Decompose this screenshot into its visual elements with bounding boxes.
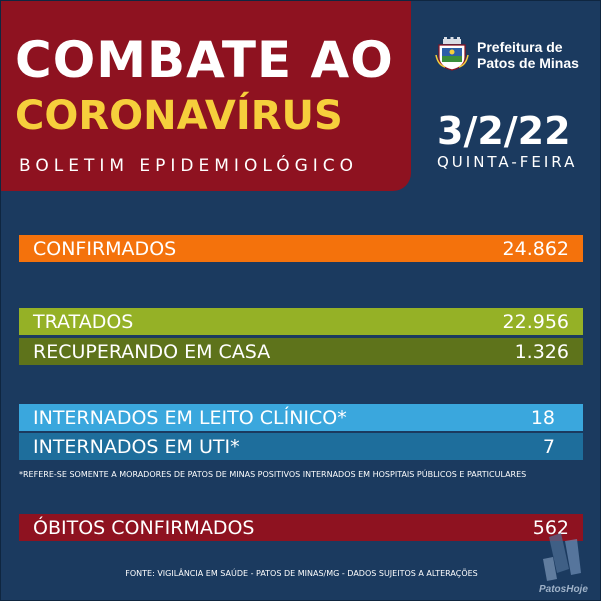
watermark-text: PatosHoje (539, 584, 588, 595)
source-note: FONTE: VIGILÂNCIA EM SAÚDE - PATOS DE MI… (125, 569, 478, 578)
stat-label: INTERNADOS EM UTI* (33, 435, 240, 458)
header-banner: COMBATE AO CORONAVÍRUS BOLETIM EPIDEMIOL… (1, 1, 411, 191)
stat-value: 562 (532, 516, 569, 539)
stat-value: 22.956 (502, 310, 569, 333)
stat-internados-leito: INTERNADOS EM LEITO CLÍNICO* 18 (19, 404, 583, 431)
bulletin-date: 3/2/22 (437, 109, 571, 153)
stat-label: CONFIRMADOS (33, 237, 177, 260)
bulletin-weekday: QUINTA-FEIRA (437, 153, 578, 171)
stat-tratados: TRATADOS 22.956 (19, 308, 583, 335)
footnote: *REFERE-SE SOMENTE A MORADORES DE PATOS … (19, 470, 527, 479)
stat-value: 1.326 (514, 340, 569, 363)
logo-text-line-2: Patos de Minas (477, 55, 579, 71)
stat-value: 24.862 (502, 237, 569, 260)
title-line-1: COMBATE AO (15, 31, 394, 89)
stat-recuperando: RECUPERANDO EM CASA 1.326 (19, 338, 583, 365)
stat-label: INTERNADOS EM LEITO CLÍNICO* (33, 406, 347, 429)
title-line-2: CORONAVÍRUS (15, 93, 343, 139)
stat-confirmados: CONFIRMADOS 24.862 (19, 235, 583, 262)
stat-value: 7 (542, 435, 555, 458)
watermark-logo-icon (543, 533, 581, 581)
stat-value: 18 (530, 406, 555, 429)
stat-obitos: ÓBITOS CONFIRMADOS 562 (19, 514, 583, 541)
subtitle: BOLETIM EPIDEMIOLÓGICO (19, 156, 359, 176)
stat-label: RECUPERANDO EM CASA (33, 340, 271, 363)
stat-label: ÓBITOS CONFIRMADOS (33, 516, 255, 539)
stat-label: TRATADOS (33, 310, 134, 333)
city-logo: Prefeitura de Patos de Minas (435, 37, 595, 77)
logo-text-line-1: Prefeitura de (477, 39, 563, 55)
city-shield-icon (435, 37, 469, 71)
stat-internados-uti: INTERNADOS EM UTI* 7 (19, 433, 583, 460)
